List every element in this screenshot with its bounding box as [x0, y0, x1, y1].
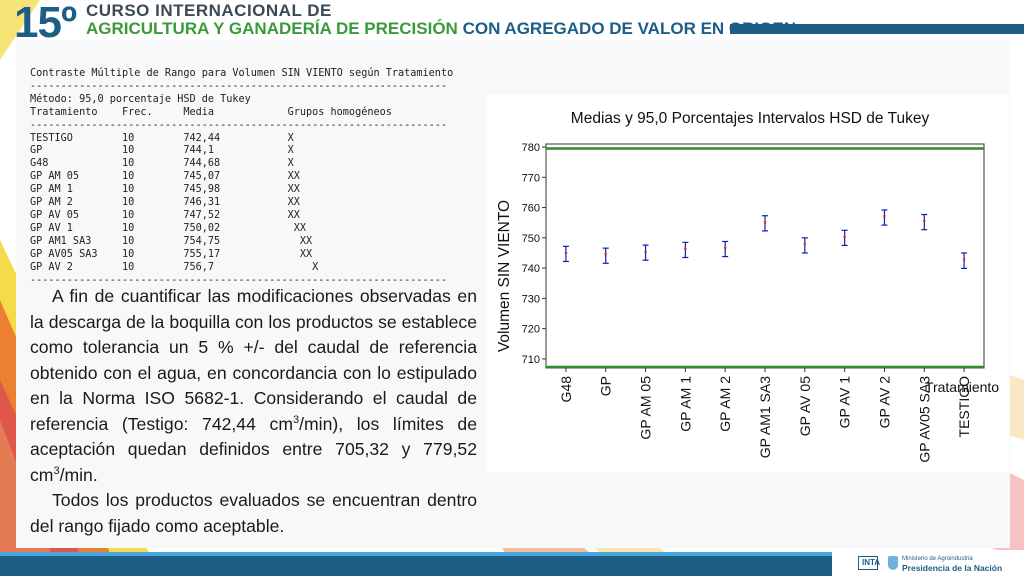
chart-title: Medias y 95,0 Porcentajes Intervalos HSD… [571, 110, 930, 127]
footer-logo-area [832, 550, 1024, 576]
x-tick-label: GP AV 2 [876, 376, 892, 429]
header-accent-bar [730, 24, 1024, 34]
x-tick-label: GP AM1 SA3 [757, 376, 773, 458]
presidencia-label: Presidencia de la Nación [902, 563, 1003, 573]
tukey-results-table: Contraste Múltiple de Rango para Volumen… [30, 68, 454, 286]
mean-point: * [604, 252, 608, 261]
superscript-3b: 3 [53, 464, 60, 477]
header-title-line1: CURSO INTERNACIONAL DE [86, 1, 332, 20]
mean-point: * [763, 219, 767, 228]
x-tick-label: GP AV05 SA3 [916, 376, 932, 463]
mean-point: * [843, 234, 847, 243]
x-tick-label: GP AV 05 [797, 376, 813, 436]
superscript-3a: 3 [293, 413, 300, 426]
inta-logo [858, 556, 878, 570]
x-tick-label: GP AM 05 [638, 376, 654, 440]
course-number: 15º [14, 0, 77, 47]
header-title-blue: CON AGREGADO DE VALOR EN ORIGEN [462, 19, 796, 38]
paragraph-tolerance-end: /min. [59, 464, 98, 485]
paragraph-tolerance-mid: /min), los límites de aceptación quedan … [30, 413, 478, 485]
y-tick-label: 780 [522, 142, 540, 154]
paragraph-tolerance: A fin de cuantificar las modificaciones … [30, 284, 477, 488]
x-tick-label: GP AV 1 [837, 376, 853, 429]
mean-point: * [684, 246, 688, 255]
y-tick-label: 760 [522, 203, 540, 215]
x-tick-label: G48 [558, 376, 574, 403]
footer-light-bar [0, 552, 850, 558]
y-tick-label: 710 [522, 354, 540, 366]
y-axis-label: Volumen SIN VIENTO [496, 200, 513, 352]
mean-point: * [923, 218, 927, 227]
mean-point: * [803, 241, 807, 250]
header-title-green: AGRICULTURA Y GANADERÍA DE PRECISIÓN [86, 19, 458, 38]
y-tick-label: 730 [522, 293, 540, 305]
y-tick-label: 720 [522, 324, 540, 336]
x-tick-label: TESTIGO [956, 376, 972, 438]
paragraph-conclusion: Todos los productos evaluados se encuent… [30, 490, 477, 536]
mean-point: * [564, 250, 568, 259]
x-tick-label: GP AM 2 [717, 376, 733, 432]
header-title-line2: AGRICULTURA Y GANADERÍA DE PRECISIÓN CON… [86, 19, 796, 39]
x-tick-label: GP [598, 376, 614, 396]
x-axis-label: Tratamiento [925, 379, 999, 395]
mean-point: * [724, 245, 728, 254]
argentina-shield-icon [888, 556, 898, 570]
y-tick-label: 740 [522, 263, 540, 275]
plot-area [545, 143, 985, 369]
mean-point: * [883, 214, 887, 223]
footer-bar [0, 556, 1024, 576]
inta-logo-text: INTA [862, 558, 881, 567]
mean-point: * [644, 249, 648, 258]
tukey-chart: Medias y 95,0 Porcentajes Intervalos HSD… [487, 94, 1009, 472]
mean-point: * [963, 257, 967, 266]
y-tick-label: 750 [522, 233, 540, 245]
paragraph-tolerance-text: A fin de cuantificar las modificaciones … [30, 286, 477, 434]
ministerio-label: Ministerio de Agroindustria [902, 556, 973, 562]
y-tick-label: 770 [522, 172, 540, 184]
x-tick-label: GP AM 1 [677, 376, 693, 432]
chart-svg: Medias y 95,0 Porcentajes Intervalos HSD… [496, 110, 999, 463]
